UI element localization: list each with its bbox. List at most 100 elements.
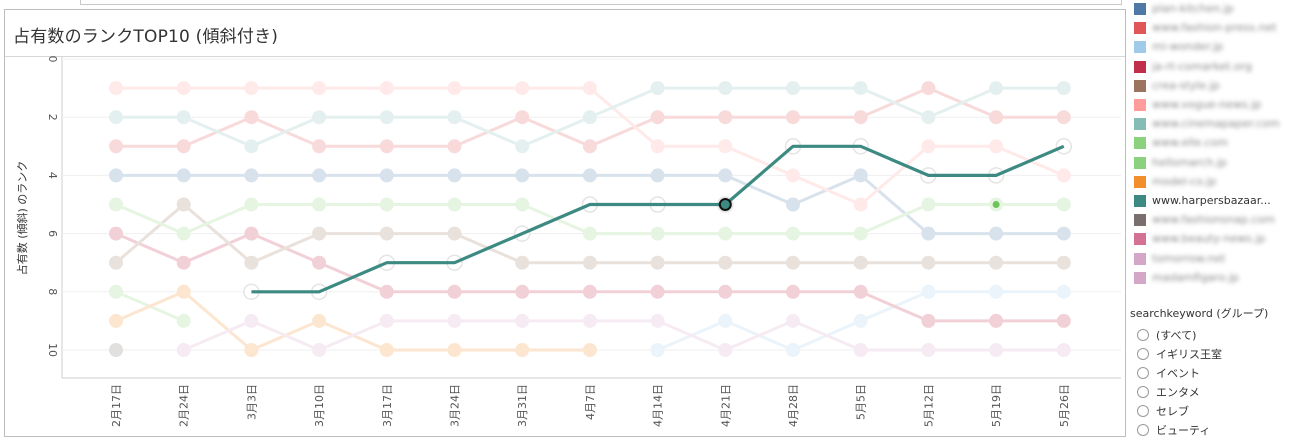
series-point-s2[interactable] [176,139,191,154]
series-point-s2[interactable] [989,110,1004,125]
series-point-s7[interactable] [718,81,733,96]
series-point-s4[interactable] [109,226,123,241]
series-point-s10[interactable] [109,313,123,328]
series-point-s4[interactable] [176,255,191,270]
legend-item[interactable]: www.fashion-press.net [1134,20,1284,38]
series-point-s3[interactable] [1056,284,1071,299]
series-point-s7[interactable] [244,139,259,154]
series-point-s1[interactable] [447,168,462,183]
series-point-s1[interactable] [244,168,259,183]
series-point-s10[interactable] [582,343,597,357]
series-point-s8[interactable] [176,226,191,241]
series-point-s13[interactable] [447,313,462,328]
series-point-s1[interactable] [176,168,191,183]
series-point-s5[interactable] [853,255,868,270]
series-point-s7[interactable] [989,81,1004,96]
series-point-s10[interactable] [379,343,394,357]
series-point-s2[interactable] [921,81,936,96]
series-point-s6[interactable] [109,81,123,96]
radio-button-icon[interactable] [1137,329,1149,341]
series-point-s8[interactable] [921,197,936,212]
series-point-s7[interactable] [786,81,800,96]
series-point-s6[interactable] [447,81,462,96]
series-point-s1[interactable] [921,226,936,241]
series-point-s1[interactable] [582,168,597,183]
series-point-s8[interactable] [786,226,800,241]
series-point-s7[interactable] [1056,81,1071,96]
series-point-s8[interactable] [1056,197,1071,212]
series-point-s4[interactable] [515,284,530,299]
series-point-s6[interactable] [312,81,327,96]
series-point-s4[interactable] [718,284,733,299]
filter-option[interactable]: (すべて) [1130,326,1289,345]
series-point-s4[interactable] [244,226,259,241]
series-point-s13[interactable] [650,313,665,328]
series-point-s13[interactable] [921,343,936,357]
series-point-s7[interactable] [176,110,191,125]
series-point-s3[interactable] [786,343,800,357]
series-point-s1[interactable] [853,168,868,183]
series-point-s13[interactable] [312,343,327,357]
series-point-s7[interactable] [109,110,123,125]
series-point-s2[interactable] [582,139,597,154]
series-point-s8[interactable] [718,226,733,241]
series-point-s10[interactable] [312,313,327,328]
series-point-s6[interactable] [1056,168,1071,183]
series-point-s4[interactable] [312,255,327,270]
series-point-s5[interactable] [718,255,733,270]
series-point-s1[interactable] [1056,226,1071,241]
series-point-s8[interactable] [312,197,327,212]
series-point-s9[interactable] [109,284,123,299]
series-point-s13[interactable] [718,343,733,357]
series-point-s5[interactable] [515,255,530,270]
radio-button-icon[interactable] [1137,367,1149,379]
series-point-s13[interactable] [582,313,597,328]
series-point-s5[interactable] [921,255,936,270]
series-point-s13[interactable] [515,313,530,328]
series-point-s4[interactable] [650,284,665,299]
series-point-s5[interactable] [244,255,259,270]
series-point-s1[interactable] [718,168,733,183]
series-point-s13[interactable] [853,343,868,357]
series-point-s4[interactable] [447,284,462,299]
legend-item[interactable]: www.elle.com [1134,135,1284,153]
legend-item[interactable]: hellomarch.jp [1134,155,1284,173]
series-point-s1[interactable] [650,168,665,183]
series-point-s1[interactable] [989,226,1004,241]
series-point-s5[interactable] [109,255,123,270]
series-point-s4[interactable] [1056,313,1071,328]
series-point-s8[interactable] [582,226,597,241]
series-point-s2[interactable] [379,139,394,154]
series-point-s4[interactable] [582,284,597,299]
series-point-s8[interactable] [379,197,394,212]
filter-option[interactable]: ビューティ [1130,421,1289,440]
series-point-s6[interactable] [718,139,733,154]
radio-button-icon[interactable] [1137,386,1149,398]
series-point-s4[interactable] [853,284,868,299]
series-point-s13[interactable] [1056,343,1071,357]
legend-item[interactable]: ja-rt-comarket.org [1134,59,1284,77]
highlight-series-line[interactable] [251,144,1065,294]
series-point-s1[interactable] [312,168,327,183]
series-point-s1[interactable] [379,168,394,183]
series-point-s7[interactable] [312,110,327,125]
series-point-s7[interactable] [582,110,597,125]
filter-option[interactable]: イギリス王室 [1130,345,1289,364]
series-point-s3[interactable] [989,284,1004,299]
series-point-s5[interactable] [1056,255,1071,270]
series-point-s2[interactable] [718,110,733,125]
radio-button-icon[interactable] [1137,424,1149,436]
series-point-s3[interactable] [650,343,665,357]
series-point-s3[interactable] [921,284,936,299]
filter-option[interactable]: イベント [1130,364,1289,383]
series-point-s5[interactable] [582,255,597,270]
series-point-s6[interactable] [244,81,259,96]
series-point-s5[interactable] [176,197,191,212]
series-point-s6[interactable] [515,81,530,96]
series-point-s3[interactable] [853,313,868,328]
series-point-s2[interactable] [312,139,327,154]
series-point-s13[interactable] [786,313,800,328]
series-point-s1[interactable] [786,197,800,212]
series-point-s2[interactable] [515,110,530,125]
series-point-s13[interactable] [989,343,1004,357]
